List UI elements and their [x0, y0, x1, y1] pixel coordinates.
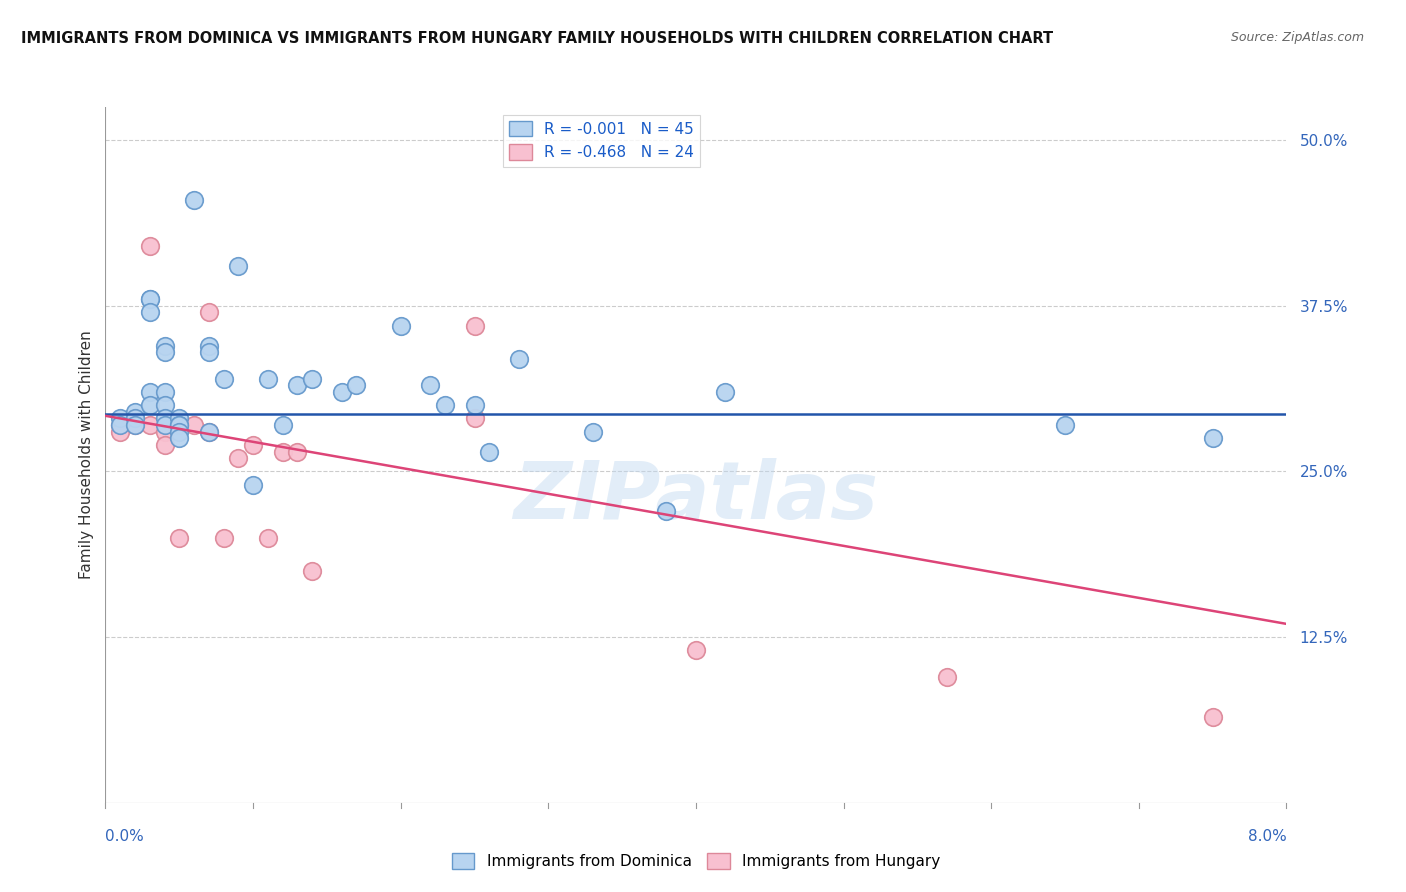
Point: [169, 418, 191, 433]
Point: [124, 418, 146, 433]
Point: [581, 425, 603, 439]
Point: [138, 398, 162, 412]
Point: [138, 292, 162, 306]
Point: [183, 418, 205, 433]
Point: [169, 411, 191, 425]
Point: [714, 384, 737, 399]
Point: [124, 411, 146, 425]
Legend: R = -0.001   N = 45, R = -0.468   N = 24: R = -0.001 N = 45, R = -0.468 N = 24: [503, 115, 700, 167]
Point: [1054, 418, 1077, 433]
Text: ZIPatlas: ZIPatlas: [513, 458, 879, 536]
Point: [110, 411, 132, 425]
Point: [464, 398, 486, 412]
Point: [226, 451, 250, 466]
Point: [197, 305, 219, 319]
Point: [138, 305, 162, 319]
Point: [197, 425, 219, 439]
Point: [212, 372, 235, 386]
Point: [508, 351, 530, 366]
Point: [138, 292, 162, 306]
Point: [271, 444, 294, 458]
Point: [287, 378, 309, 392]
Point: [464, 318, 486, 333]
Point: [242, 477, 264, 491]
Point: [301, 564, 323, 578]
Point: [256, 372, 278, 386]
Point: [464, 411, 486, 425]
Point: [197, 338, 219, 352]
Point: [153, 345, 176, 359]
Point: [153, 384, 176, 399]
Point: [389, 318, 412, 333]
Point: [153, 398, 176, 412]
Point: [271, 418, 294, 433]
Point: [256, 531, 278, 545]
Point: [936, 670, 959, 684]
Point: [110, 418, 132, 433]
Point: [685, 643, 707, 657]
Point: [169, 431, 191, 445]
Point: [344, 378, 367, 392]
Point: [169, 425, 191, 439]
Text: 0.0%: 0.0%: [105, 830, 145, 844]
Point: [124, 418, 146, 433]
Point: [153, 438, 176, 452]
Point: [197, 425, 219, 439]
Text: 8.0%: 8.0%: [1247, 830, 1286, 844]
Point: [183, 193, 205, 207]
Point: [138, 418, 162, 433]
Text: Source: ZipAtlas.com: Source: ZipAtlas.com: [1230, 31, 1364, 45]
Point: [138, 239, 162, 253]
Point: [169, 531, 191, 545]
Point: [197, 345, 219, 359]
Point: [287, 444, 309, 458]
Point: [124, 411, 146, 425]
Point: [1201, 431, 1223, 445]
Point: [419, 378, 441, 392]
Point: [330, 384, 353, 399]
Point: [153, 411, 176, 425]
Point: [655, 504, 678, 518]
Point: [212, 531, 235, 545]
Point: [110, 418, 132, 433]
Y-axis label: Family Households with Children: Family Households with Children: [79, 331, 94, 579]
Point: [478, 444, 501, 458]
Point: [153, 338, 176, 352]
Point: [138, 384, 162, 399]
Text: IMMIGRANTS FROM DOMINICA VS IMMIGRANTS FROM HUNGARY FAMILY HOUSEHOLDS WITH CHILD: IMMIGRANTS FROM DOMINICA VS IMMIGRANTS F…: [21, 31, 1053, 46]
Point: [153, 425, 176, 439]
Point: [1201, 709, 1223, 723]
Point: [169, 418, 191, 433]
Point: [124, 405, 146, 419]
Point: [226, 259, 250, 273]
Point: [110, 425, 132, 439]
Point: [301, 372, 323, 386]
Point: [433, 398, 456, 412]
Point: [242, 438, 264, 452]
Point: [153, 418, 176, 433]
